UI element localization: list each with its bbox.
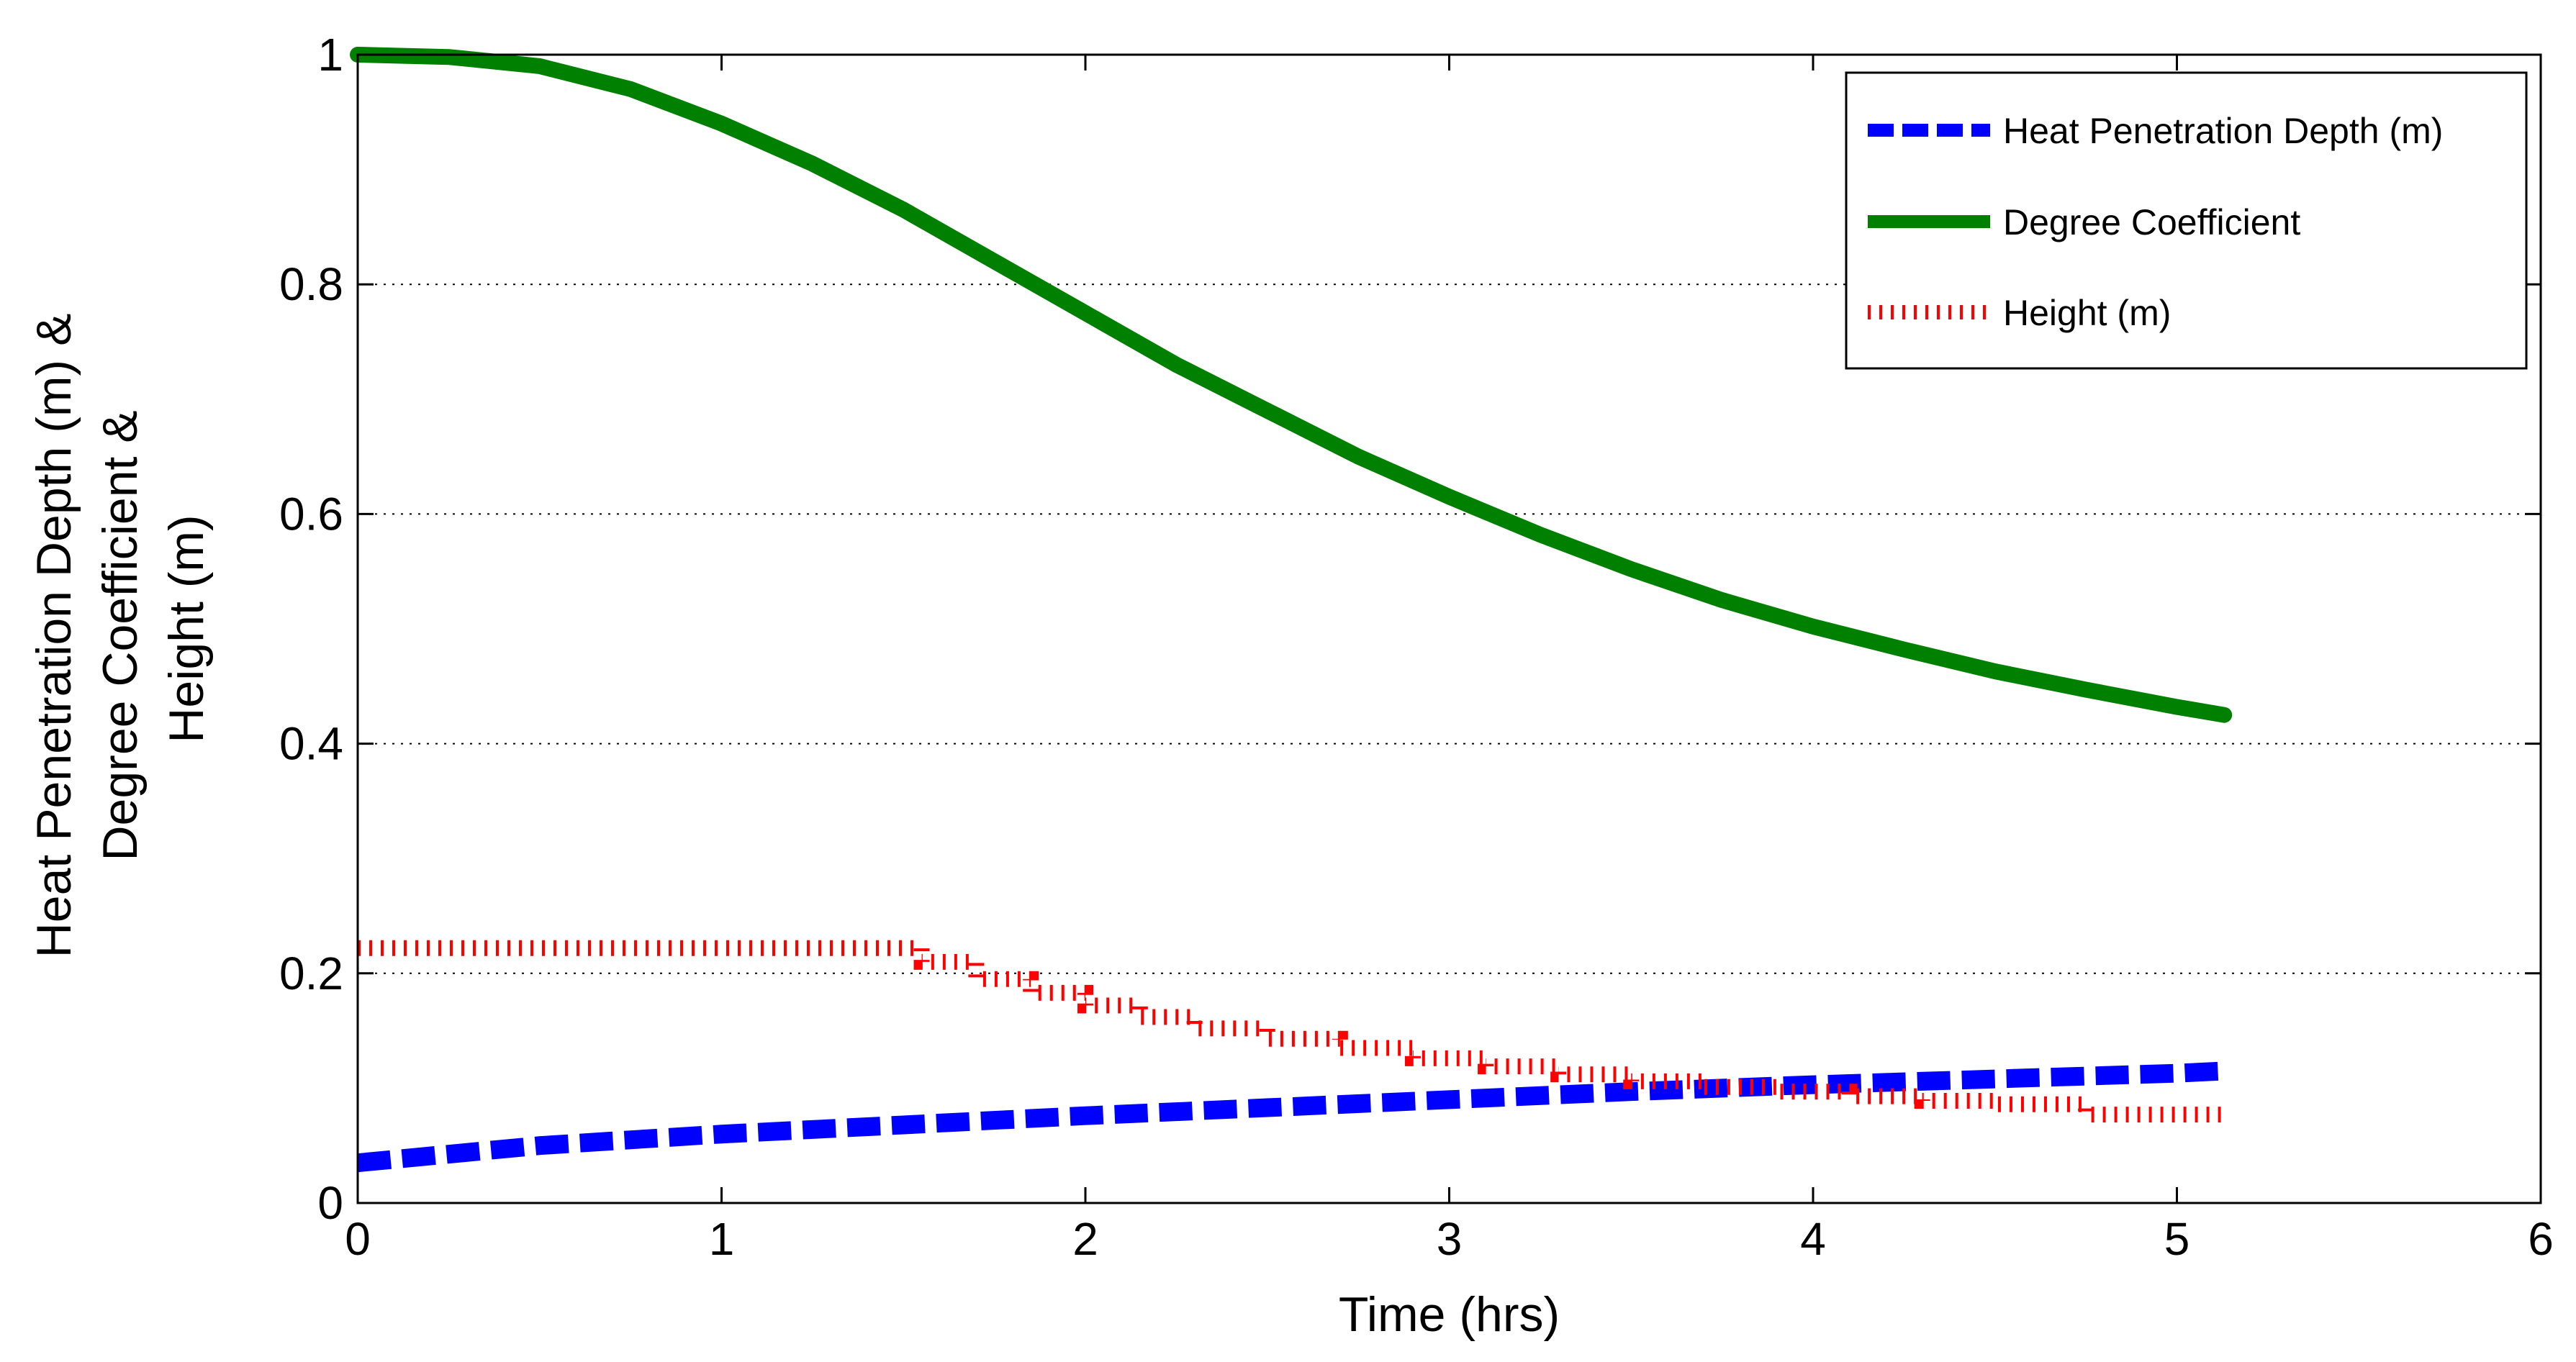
data-point — [1085, 312, 1086, 314]
data-point — [539, 1145, 541, 1146]
series-line — [356, 1061, 2225, 1173]
data-point — [630, 88, 631, 90]
y-axis-title-line-3: Height (m) — [159, 514, 214, 743]
data-point — [1776, 1091, 1777, 1092]
data-point — [1194, 1027, 1196, 1029]
data-point — [1339, 1048, 1341, 1049]
data-point — [1267, 410, 1268, 412]
data-point — [1849, 1096, 1850, 1097]
data-point — [1267, 1038, 1268, 1040]
y-axis-title-line-1: Heat Penetration Depth (m) & — [27, 314, 81, 958]
data-point — [2223, 714, 2225, 716]
data-point — [2177, 1073, 2178, 1074]
axis-ticks — [356, 53, 2542, 1204]
data-point — [1085, 1004, 1086, 1006]
series-line — [358, 940, 2225, 1123]
legend-label-height: Height (m) — [2003, 293, 2171, 333]
data-point — [1994, 1079, 1996, 1080]
x-tick-label: 4 — [1800, 1213, 1826, 1265]
data-point — [994, 260, 995, 262]
series-line — [350, 47, 2233, 723]
data-point — [448, 56, 449, 58]
y-axis-title: Heat Penetration Depth (m) & Degree Coef… — [27, 300, 214, 958]
data-point — [721, 1133, 723, 1135]
data-point — [1085, 1115, 1086, 1117]
data-point — [1812, 626, 1814, 627]
data-point — [1994, 671, 1996, 672]
x-tick-label: 1 — [709, 1213, 735, 1265]
axis-tick-labels: 0 1 2 3 4 5 6 0 0.2 0.4 0.6 0.8 1 — [279, 29, 2554, 1265]
data-point — [1357, 456, 1359, 458]
y-tick-label: 0.8 — [279, 258, 343, 310]
data-point — [2177, 707, 2178, 708]
x-tick-label: 2 — [1072, 1213, 1098, 1265]
data-point — [1412, 1058, 1414, 1059]
data-point — [539, 65, 541, 67]
data-point — [1630, 568, 1632, 570]
data-point — [1922, 1100, 1923, 1102]
y-tick-label: 0 — [317, 1177, 343, 1229]
data-point — [1030, 992, 1031, 994]
x-tick-label: 0 — [345, 1213, 371, 1265]
series-1 — [350, 47, 2233, 723]
data-point — [2085, 1114, 2087, 1115]
y-tick-label: 0.6 — [279, 488, 343, 540]
legend-label-degree-coefficient: Degree Coefficient — [2003, 202, 2300, 242]
data-point — [1485, 1066, 1486, 1067]
data-point — [1722, 599, 1723, 601]
grid — [358, 283, 2541, 974]
data-point — [1558, 1073, 1559, 1075]
data-point — [1449, 1099, 1450, 1100]
legend-label-heat-penetration-depth: Heat Penetration Depth (m) — [2003, 111, 2443, 151]
x-tick-label: 6 — [2528, 1213, 2554, 1265]
data-point — [975, 979, 977, 980]
data-point — [1449, 496, 1450, 497]
y-tick-label: 0.2 — [279, 948, 343, 999]
y-tick-label: 1 — [317, 29, 343, 81]
data-point — [812, 163, 813, 165]
y-tick-label: 0.4 — [279, 718, 343, 770]
data-point — [1139, 1016, 1141, 1017]
data-point — [1812, 1084, 1814, 1086]
data-point — [903, 948, 904, 949]
series-layer — [350, 47, 2233, 1173]
series-0 — [356, 1061, 2225, 1173]
legend: Heat Penetration Depth (m) Degree Coeffi… — [1845, 71, 2528, 370]
data-point — [1267, 1107, 1268, 1109]
data-point — [1630, 1081, 1632, 1082]
data-point — [1540, 534, 1541, 535]
data-point — [921, 961, 923, 963]
data-point — [2223, 1070, 2225, 1071]
data-point — [1175, 364, 1177, 366]
data-point — [2223, 1114, 2225, 1115]
x-tick-label: 3 — [1437, 1213, 1463, 1265]
x-tick-label: 5 — [2164, 1213, 2190, 1265]
data-point — [1630, 1091, 1632, 1092]
data-point — [721, 123, 723, 124]
series-2 — [358, 940, 2225, 1123]
data-point — [1703, 1086, 1704, 1088]
data-point — [903, 1124, 904, 1125]
data-point — [2085, 689, 2087, 691]
y-axis-title-line-2: Degree Coefficient & — [93, 410, 148, 861]
data-point — [903, 209, 904, 210]
data-point — [1903, 649, 1904, 650]
x-axis-title: Time (hrs) — [1339, 1287, 1560, 1342]
data-point — [1994, 1104, 1996, 1105]
